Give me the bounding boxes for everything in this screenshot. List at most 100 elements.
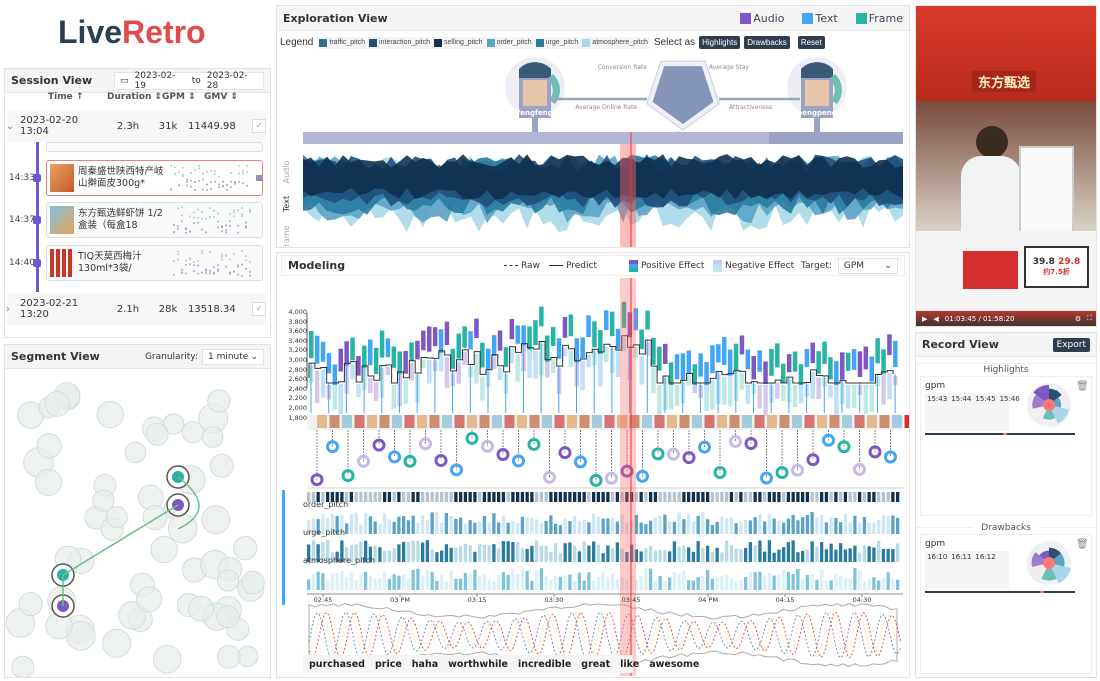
pitch-bar	[359, 492, 363, 502]
pitch-bar	[682, 492, 686, 502]
keyword[interactable]: great	[581, 658, 611, 670]
highlights-button[interactable]: Highlights	[699, 36, 741, 49]
positive-effect-bar	[609, 311, 615, 337]
pitch-bar	[492, 544, 496, 562]
pitch-bar	[767, 540, 772, 562]
pitch-bar	[720, 575, 724, 590]
trash-icon[interactable]: 🗑	[1076, 539, 1089, 550]
pitch-bar	[725, 540, 729, 562]
segment-scatter[interactable]	[5, 369, 270, 679]
product-card[interactable]: 东方甄选鲜虾饼 1/2盒装（每盒18	[46, 202, 263, 238]
positive-effect-bar	[651, 337, 656, 365]
pitch-bar	[340, 514, 344, 534]
exploration-canvas[interactable]: fengfeng pengpeng Conversion Rate Average S…	[277, 54, 909, 247]
col-time[interactable]: Time ↑	[48, 92, 84, 102]
highlight-record[interactable]: gpm 15:43 15:44 15:45 15:46 🗑	[920, 376, 1092, 516]
product-thumb	[842, 415, 852, 428]
product-donut	[527, 437, 541, 451]
legend-item-selling_pitch[interactable]: selling_pitch	[434, 38, 483, 47]
modeling-chart[interactable]	[277, 278, 909, 677]
pitch-bar	[330, 513, 335, 534]
time-tick-label: 03 PM	[390, 596, 410, 604]
fullscreen-icon[interactable]: ⛶	[1087, 314, 1092, 322]
pitch-bar	[440, 550, 444, 562]
pitch-bar	[449, 547, 453, 562]
col-gmv[interactable]: GMV ⇕	[204, 92, 238, 102]
pitch-bar	[364, 571, 368, 590]
trash-icon[interactable]: 🗑	[1076, 381, 1089, 392]
legend-item-urge_pitch[interactable]: urge_pitch	[535, 38, 578, 47]
segment-bubble	[152, 644, 182, 674]
session-checkbox[interactable]: ✓	[252, 119, 266, 133]
spark-dot	[245, 221, 247, 224]
keyword[interactable]: price	[374, 658, 402, 670]
negative-effect-bar	[668, 385, 674, 410]
drawback-record[interactable]: gpm 16:10 16:11 16:12 🗑	[920, 534, 1092, 674]
spark-dot	[185, 231, 187, 234]
mode-frame[interactable]: Frame	[855, 12, 903, 25]
pitch-bar	[625, 492, 629, 502]
pitch-bar	[653, 517, 658, 534]
target-select[interactable]: GPM ⌄	[837, 257, 898, 274]
legend-positive: Positive Effect	[629, 259, 713, 272]
legend-item-traffic_pitch[interactable]: traffic_pitch	[319, 38, 365, 47]
spark-dot	[249, 208, 251, 211]
mode-text[interactable]: Text	[802, 12, 838, 25]
session-row[interactable]: ⌄ 2023-02-20 13:04 2.3h 31k 11449.98	[6, 110, 266, 142]
keyword[interactable]: worthwhile	[448, 658, 508, 670]
reset-button[interactable]: Reset	[797, 36, 825, 49]
legend-item-atmosphere_pitch[interactable]: atmosphere_pitch	[582, 38, 648, 47]
mode-audio[interactable]: Audio	[740, 12, 784, 25]
negative-effect-bar	[710, 380, 715, 410]
keyword[interactable]: haha	[411, 658, 439, 670]
volume-icon[interactable]: ◀	[933, 314, 939, 323]
pitch-bar	[473, 522, 477, 534]
product-card[interactable]	[46, 142, 263, 152]
negative-effect-bar	[515, 354, 520, 382]
video-player[interactable]: 东方甄选 39.8 29.8 约7.5折 ▶ ◀ 01:03:45 / 01:58:2…	[915, 5, 1097, 327]
pitch-bar	[625, 551, 629, 562]
product-thumb	[829, 415, 840, 428]
timeline-dot	[33, 259, 41, 267]
pitch-bar	[862, 581, 867, 590]
negative-effect-bar	[615, 352, 621, 377]
col-gpm[interactable]: GPM ⇕	[162, 92, 196, 102]
product-thumb	[392, 415, 402, 428]
stream-layer	[303, 154, 903, 200]
session-checkbox[interactable]: ✓	[252, 302, 266, 316]
product-card-selected[interactable]: 周秦盛世陕西特产岐山擀面皮300g*	[46, 160, 263, 196]
pitch-bar	[772, 575, 776, 590]
product-card[interactable]: TIQ天莫西梅汁130ml*3袋/	[46, 245, 263, 281]
drawbacks-button[interactable]: Drawbacks	[744, 36, 790, 49]
pitch-bar	[516, 492, 520, 502]
spark-dot	[197, 259, 199, 262]
segment-bubble	[105, 506, 128, 529]
export-button[interactable]: Export	[1052, 337, 1090, 352]
pitch-bar	[644, 524, 648, 534]
pitch-bar	[549, 492, 553, 502]
negative-effect-bar	[509, 348, 515, 364]
pitch-bar	[568, 492, 572, 502]
legend-item-interaction_pitch[interactable]: interaction_pitch	[369, 38, 430, 47]
pitch-bar	[691, 551, 696, 562]
pitch-bar	[568, 542, 572, 562]
keyword[interactable]: awesome	[649, 658, 700, 670]
pitch-bar	[630, 520, 634, 534]
granularity-select[interactable]: 1 minute ⌄	[202, 348, 264, 365]
legend-item-order_pitch[interactable]: order_pitch	[486, 38, 532, 47]
keyword[interactable]: purchased	[309, 658, 365, 670]
date-range-picker[interactable]: ▭ 2023-02-19 to 2023-02-28	[114, 71, 264, 91]
pitch-bar	[748, 520, 753, 534]
settings-icon[interactable]: ⚙	[1074, 314, 1082, 323]
spark-dot	[225, 254, 227, 257]
segment-bubble	[118, 601, 147, 630]
play-icon[interactable]: ▶	[922, 314, 928, 323]
keyword[interactable]: incredible	[517, 658, 572, 670]
pitch-bar	[620, 492, 624, 502]
keyword[interactable]: like	[620, 658, 640, 670]
session-row[interactable]: › 2023-02-21 13:20 2.1h 28k 13518.34	[6, 293, 266, 325]
spark-dot	[198, 179, 201, 182]
spark-dot	[245, 255, 247, 258]
col-duration[interactable]: Duration ⇕	[107, 92, 163, 102]
pitch-bar	[335, 573, 339, 590]
